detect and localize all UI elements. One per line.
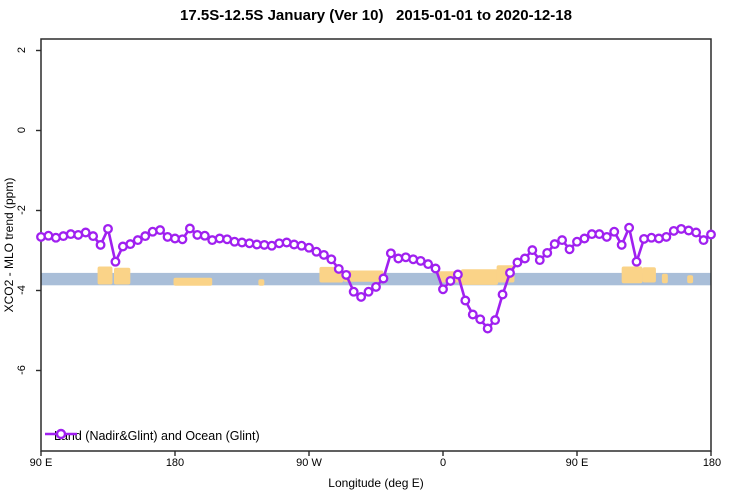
series-point [445,275,456,286]
legend: Land (Nadir&Glint) and Ocean (Glint) [44,427,260,445]
coverage-patch [113,267,131,285]
series-point [601,231,612,242]
x-axis-label: Longitude (deg E) [328,476,424,490]
series-point [609,226,620,237]
series-point [80,227,91,238]
series-point [199,230,210,241]
plot-box [40,38,712,452]
series-point [371,281,381,292]
x-tick-label-0: 0 [439,457,447,469]
coverage-patch [687,275,694,284]
series-point [490,315,501,326]
series-point [512,257,523,268]
series-point [326,254,337,265]
x-tick-label-90e-left: 90 E [29,457,53,469]
coverage-patch [460,269,499,285]
series-point [460,295,471,306]
coverage-patch [343,270,384,282]
series-point [549,239,560,250]
x-tick-label-180-left: 180 [165,457,185,469]
series-point [542,247,553,258]
legend-series-symbol [45,428,77,440]
series-point [363,286,374,297]
series-point [475,314,486,325]
series-point [385,248,396,259]
series-point [132,235,143,246]
y-tick-label-neg2: -2 [16,205,28,215]
series-point [497,289,508,300]
coverage-patch [642,267,656,283]
series-point [631,256,642,267]
series-point [579,233,590,244]
series-point [140,231,151,242]
series-point [184,223,195,234]
series-point [519,253,530,264]
series-point [691,227,702,238]
series-point [88,231,99,242]
series-point [155,225,166,236]
series-point [438,284,448,295]
coverage-patch [661,273,668,284]
coverage-patch [97,266,113,285]
y-tick-label-neg6: -6 [16,365,28,375]
series-point [318,249,329,260]
series-point [378,273,389,284]
series-point [452,269,463,280]
chart-title: 17.5S-12.5S January (Ver 10) 2015-01-01 … [180,7,572,24]
series-point [482,323,493,334]
series-point [103,223,113,234]
series-point [348,286,359,297]
x-tick-label-90w: 90 W [296,457,322,469]
y-tick-label-2: 2 [16,46,28,54]
series-point [110,256,121,267]
series-point [624,222,635,233]
legend-series-label: Land (Nadir&Glint) and Ocean (Glint) [54,429,260,443]
y-axis-label: XCO2 - MLO trend (ppm) [2,177,16,313]
x-tick-label-90e-right: 90 E [565,457,589,469]
series-point [304,242,314,253]
y-tick-label-neg4: -4 [16,285,28,295]
series-point [356,291,367,302]
coverage-patch [258,279,265,286]
series-point [95,239,106,250]
y-tick-label-0: 0 [16,126,28,134]
series-point [423,259,434,270]
series-point [557,235,568,246]
series-point [333,263,344,274]
series-point [125,239,136,250]
series-point [698,235,709,246]
series-point [341,269,352,280]
series-point [534,255,545,266]
coverage-patch [173,277,213,286]
series-point [527,245,538,256]
series-point [706,229,716,240]
coverage-patch [621,266,643,284]
series-point [467,309,478,320]
series-point [430,263,441,274]
x-tick-label-180-right: 180 [702,457,722,469]
series-point [616,239,627,250]
series-point [661,231,672,242]
series-point [177,234,188,245]
series-point [564,244,575,255]
series-point [505,267,515,278]
